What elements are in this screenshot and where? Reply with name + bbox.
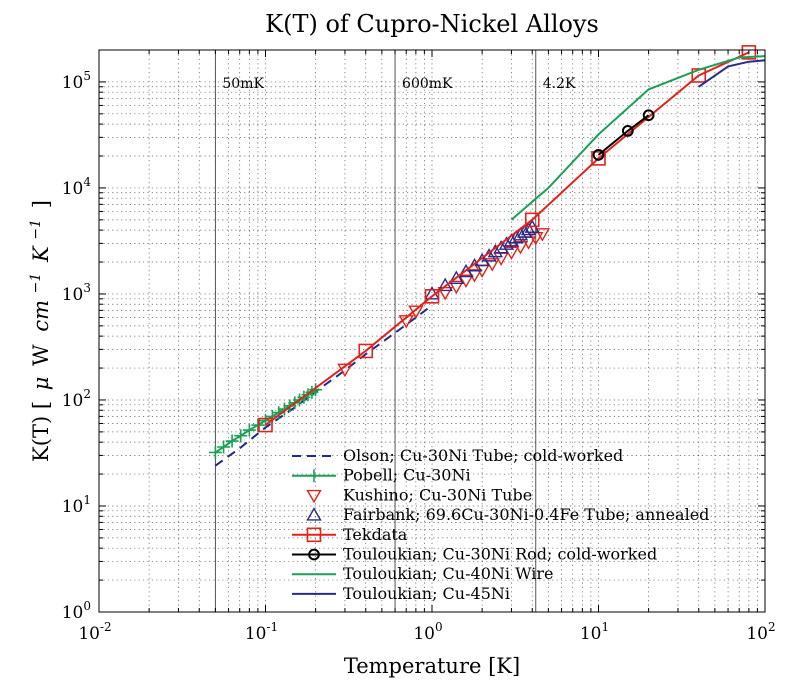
marker-square bbox=[741, 45, 757, 60]
marker-triangle-down bbox=[337, 363, 353, 378]
series-1 bbox=[214, 304, 433, 467]
marker-triangle-up bbox=[306, 507, 322, 521]
marker-triangle-up bbox=[448, 270, 465, 285]
y-axis-label-main: K(T) [ bbox=[29, 401, 53, 462]
marker-square bbox=[524, 212, 540, 228]
marker-square bbox=[306, 527, 322, 543]
legend-item-7: Touloukian; Cu-40Ni Wire bbox=[292, 564, 553, 583]
y-axis-label-w: W bbox=[29, 344, 53, 366]
marker-plus bbox=[217, 440, 231, 454]
series-8 bbox=[698, 59, 766, 88]
marker-plus bbox=[242, 423, 256, 437]
marker-triangle-up bbox=[520, 221, 537, 236]
legend-label: Tekdata bbox=[343, 525, 408, 544]
legend-label: Touloukian; Cu-30Ni Rod; cold-worked bbox=[343, 545, 657, 564]
marker-circle bbox=[621, 125, 634, 137]
series-line bbox=[264, 51, 750, 426]
marker-circle bbox=[592, 149, 605, 161]
marker-plus bbox=[208, 445, 222, 459]
x-axis-label: Temperature [K] bbox=[344, 654, 520, 678]
marker-triangle-up bbox=[516, 224, 533, 238]
series-line bbox=[597, 114, 650, 156]
legend-label: Touloukian; Cu-45Ni bbox=[343, 584, 510, 603]
marker-square bbox=[258, 417, 273, 433]
marker-triangle-down bbox=[437, 287, 453, 301]
reference-lines: 50mK 600mK 4.2K bbox=[214, 50, 576, 612]
marker-triangle-up bbox=[498, 236, 515, 250]
series-5 bbox=[258, 45, 757, 433]
grid bbox=[99, 50, 765, 612]
y-tick-label: 103 bbox=[62, 281, 91, 305]
marker-triangle-down bbox=[512, 240, 529, 255]
marker-plus bbox=[251, 418, 265, 432]
x-tick-label: 10-1 bbox=[245, 620, 278, 644]
legend-label: Kushino; Cu-30Ni Tube bbox=[343, 485, 532, 504]
marker-triangle-down bbox=[484, 258, 500, 272]
legend-item-3: Kushino; Cu-30Ni Tube bbox=[306, 485, 532, 504]
reference-line-label: 600mK bbox=[402, 76, 453, 92]
series-line bbox=[698, 59, 766, 88]
y-axis-label-cm: cm bbox=[29, 300, 53, 332]
legend-item-6: Touloukian; Cu-30Ni Rod; cold-worked bbox=[292, 545, 657, 564]
series-layer bbox=[208, 45, 766, 467]
y-axis-label: K(T) [ μ W cm −1 K −1 ] bbox=[21, 200, 53, 462]
marker-circle bbox=[642, 109, 655, 122]
series-7 bbox=[510, 55, 766, 221]
marker-plus bbox=[307, 469, 321, 483]
marker-square bbox=[424, 289, 440, 304]
legend-label: Touloukian; Cu-40Ni Wire bbox=[343, 564, 553, 583]
y-axis-label-cm-exp: −1 bbox=[28, 273, 44, 294]
marker-plus bbox=[277, 402, 291, 416]
marker-square bbox=[591, 151, 606, 166]
series-6 bbox=[592, 109, 655, 161]
series-line bbox=[510, 55, 766, 221]
chart-title: K(T) of Cupro-Nickel Alloys bbox=[265, 10, 599, 38]
y-axis-label-close: ] bbox=[29, 200, 53, 208]
marker-plus bbox=[225, 434, 239, 448]
reference-line-label: 4.2K bbox=[543, 76, 576, 92]
marker-plus bbox=[309, 383, 323, 397]
marker-circle bbox=[308, 548, 320, 561]
legend-item-2: Pobell; Cu-30Ni bbox=[292, 466, 471, 485]
legend-item-4: Fairbank; 69.6Cu-30Ni-0.4Fe Tube; anneal… bbox=[306, 505, 709, 524]
marker-plus bbox=[234, 429, 248, 443]
legend-item-1: Olson; Cu-30Ni Tube; cold-worked bbox=[292, 446, 623, 465]
y-tick-label: 100 bbox=[62, 599, 91, 623]
legend: Olson; Cu-30Ni Tube; cold-workedPobell; … bbox=[292, 446, 709, 603]
marker-triangle-down bbox=[448, 280, 465, 295]
legend-item-5: Tekdata bbox=[292, 525, 408, 544]
legend-item-8: Touloukian; Cu-45Ni bbox=[292, 584, 510, 603]
y-axis-label-k-exp: −1 bbox=[28, 219, 44, 240]
svg-text:K(T) [ μ W c: K(T) [ μ W cm −1 K −1 ] bbox=[21, 200, 53, 462]
legend-label: Olson; Cu-30Ni Tube; cold-worked bbox=[343, 446, 623, 465]
marker-triangle-down bbox=[306, 489, 322, 504]
legend-label: Fairbank; 69.6Cu-30Ni-0.4Fe Tube; anneal… bbox=[343, 505, 709, 524]
series-line bbox=[214, 304, 433, 467]
marker-triangle-down bbox=[458, 274, 474, 289]
reference-line-label: 50mK bbox=[222, 76, 264, 92]
legend-label: Pobell; Cu-30Ni bbox=[343, 466, 471, 485]
y-axis-label-k: K bbox=[29, 245, 53, 263]
marker-square bbox=[358, 343, 374, 359]
marker-triangle-down bbox=[534, 228, 551, 242]
y-axis-label-mu: μ bbox=[29, 377, 53, 391]
